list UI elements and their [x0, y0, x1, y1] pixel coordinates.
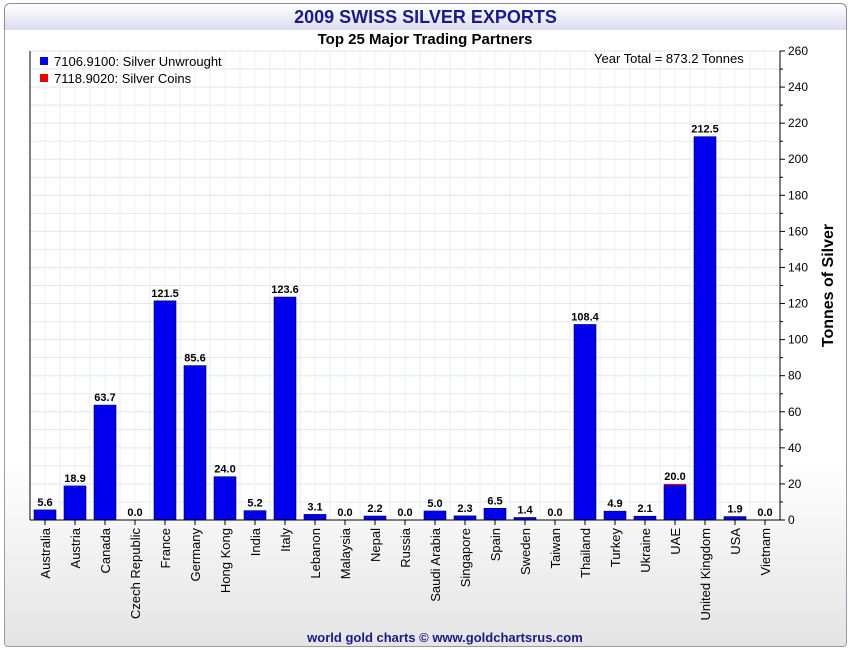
bar-unwrought-thailand: [573, 324, 597, 521]
x-tick-label: Australia: [38, 527, 53, 578]
y-tick-label: 20: [788, 477, 802, 491]
chart-title: 2009 SWISS SILVER EXPORTS: [294, 7, 557, 27]
x-tick-label: Taiwan: [548, 528, 563, 568]
data-label: 5.6: [37, 497, 52, 509]
bar-unwrought-uae: [663, 484, 687, 521]
x-tick-label: Thailand: [578, 528, 593, 578]
data-label: 2.3: [457, 503, 472, 515]
data-label: 24.0: [214, 464, 235, 476]
bar-unwrought-turkey: [603, 510, 627, 521]
bar-unwrought-usa: [723, 516, 747, 521]
data-label: 5.2: [247, 498, 262, 510]
bar-unwrought-ukraine: [633, 515, 657, 521]
data-label: 6.5: [487, 495, 502, 507]
bar-unwrought-india: [243, 510, 267, 521]
bar-unwrought-austria: [63, 485, 87, 521]
bar-unwrought-singapore: [453, 515, 477, 521]
legend-swatch-unwrought: [40, 57, 48, 65]
x-tick-label: Canada: [98, 527, 113, 573]
data-label: 63.7: [94, 392, 115, 404]
data-label: 5.0: [427, 498, 442, 510]
bar-unwrought-united-kingdom: [693, 136, 717, 521]
x-tick-label: Turkey: [608, 528, 623, 568]
data-label: 4.9: [607, 498, 622, 510]
data-label: 0.0: [127, 507, 142, 519]
legend-swatch-coins: [40, 74, 48, 82]
data-label: 108.4: [571, 311, 599, 323]
x-tick-label: Malaysia: [338, 527, 353, 579]
legend-item-coins: 7118.9020: Silver Coins: [40, 71, 191, 86]
x-tick-label: Nepal: [368, 528, 383, 562]
y-tick-label: 120: [788, 297, 808, 311]
data-label: 3.1: [307, 501, 322, 513]
bar-coins-uae: [664, 483, 686, 486]
legend-label-unwrought: 7106.9100: Silver Unwrought: [54, 54, 222, 69]
x-tick-label: France: [158, 528, 173, 568]
y-tick-label: 220: [788, 116, 808, 130]
chart-subtitle: Top 25 Major Trading Partners: [317, 31, 533, 48]
x-tick-label: Lebanon: [308, 528, 323, 579]
y-tick-label: 60: [788, 405, 802, 419]
data-label: 121.5: [151, 288, 179, 300]
data-label: 0.0: [547, 507, 562, 519]
y-tick-label: 240: [788, 80, 808, 94]
data-label: 85.6: [184, 353, 205, 365]
y-tick-label: 180: [788, 188, 808, 202]
data-label: 212.5: [691, 124, 719, 136]
x-tick-label: Ukraine: [638, 528, 653, 573]
title-bar: 2009 SWISS SILVER EXPORTS: [4, 3, 847, 31]
legend-label-coins: 7118.9020: Silver Coins: [54, 71, 192, 86]
x-tick-label: USA: [728, 528, 743, 555]
y-axis-title: Tonnes of Silver: [820, 224, 837, 347]
bar-unwrought-hong-kong: [213, 476, 237, 521]
y-tick-label: 80: [788, 369, 802, 383]
x-tick-label: Italy: [278, 528, 293, 552]
bar-unwrought-spain: [483, 507, 507, 521]
footer-credit: world gold charts © www.goldchartsrus.co…: [307, 630, 583, 645]
data-label: 1.4: [517, 504, 533, 516]
y-tick-label: 0: [788, 513, 795, 527]
x-tick-label: United Kingdom: [698, 528, 713, 621]
y-tick-label: 260: [788, 44, 808, 58]
x-tick-label: Spain: [488, 528, 503, 561]
bar-unwrought-france: [153, 300, 177, 521]
bar-unwrought-saudi-arabia: [423, 510, 447, 521]
x-tick-label: Czech Republic: [128, 528, 143, 620]
data-label: 18.9: [64, 473, 85, 485]
bar-unwrought-nepal: [363, 515, 387, 521]
data-label: 0.0: [337, 507, 352, 519]
data-label: 0.0: [757, 507, 772, 519]
legend-item-unwrought: 7106.9100: Silver Unwrought: [40, 54, 222, 69]
data-label: 2.2: [367, 503, 382, 515]
x-tick-label: Vietnam: [758, 528, 773, 575]
bar-unwrought-australia: [33, 509, 57, 521]
x-tick-label: Saudi Arabia: [428, 527, 443, 601]
x-tick-label: UAE: [668, 528, 683, 555]
bar-unwrought-italy: [273, 296, 297, 521]
bar-unwrought-germany: [183, 365, 207, 521]
x-tick-label: Hong Kong: [218, 528, 233, 593]
year-total-annotation: Year Total = 873.2 Tonnes: [594, 51, 744, 66]
data-label: 20.0: [664, 471, 685, 483]
x-tick-label: Austria: [68, 527, 83, 568]
x-tick-label: Singapore: [458, 528, 473, 587]
x-tick-label: Germany: [188, 528, 203, 582]
x-tick-label: Russia: [398, 527, 413, 568]
y-tick-label: 160: [788, 224, 808, 238]
bar-unwrought-canada: [93, 404, 117, 521]
x-tick-label: Sweden: [518, 528, 533, 575]
x-tick-label: India: [248, 527, 263, 556]
y-tick-label: 200: [788, 152, 808, 166]
data-label: 1.9: [727, 504, 742, 516]
data-label: 123.6: [271, 284, 299, 296]
data-label: 0.0: [397, 507, 412, 519]
data-label: 2.1: [637, 503, 652, 515]
bar-unwrought-lebanon: [303, 514, 327, 521]
y-tick-label: 140: [788, 260, 808, 274]
y-tick-label: 40: [788, 441, 802, 455]
y-tick-label: 100: [788, 333, 808, 347]
